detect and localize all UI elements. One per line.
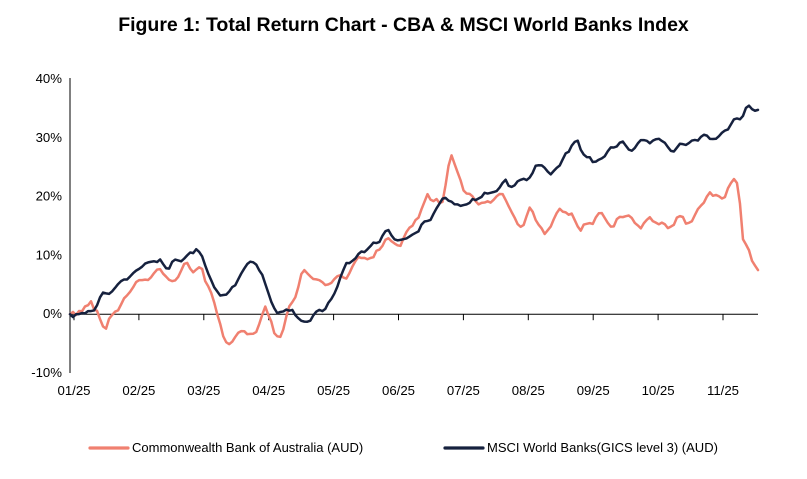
svg-text:10%: 10% xyxy=(36,247,63,262)
svg-text:20%: 20% xyxy=(36,189,63,204)
svg-text:01/25: 01/25 xyxy=(57,383,90,398)
svg-text:Commonwealth Bank of Australia: Commonwealth Bank of Australia (AUD) xyxy=(132,440,363,455)
svg-text:09/25: 09/25 xyxy=(577,383,610,398)
svg-text:04/25: 04/25 xyxy=(252,383,285,398)
svg-text:-10%: -10% xyxy=(31,365,62,380)
svg-text:05/25: 05/25 xyxy=(317,383,350,398)
svg-text:11/25: 11/25 xyxy=(707,383,739,398)
svg-text:0%: 0% xyxy=(43,306,62,321)
svg-text:08/25: 08/25 xyxy=(512,383,545,398)
svg-text:02/25: 02/25 xyxy=(122,383,155,398)
svg-text:40%: 40% xyxy=(36,71,63,86)
svg-text:07/25: 07/25 xyxy=(447,383,480,398)
svg-text:06/25: 06/25 xyxy=(382,383,415,398)
svg-text:10/25: 10/25 xyxy=(642,383,675,398)
svg-text:30%: 30% xyxy=(36,130,63,145)
svg-text:MSCI World Banks(GICS level 3): MSCI World Banks(GICS level 3) (AUD) xyxy=(487,440,718,455)
svg-text:03/25: 03/25 xyxy=(187,383,220,398)
